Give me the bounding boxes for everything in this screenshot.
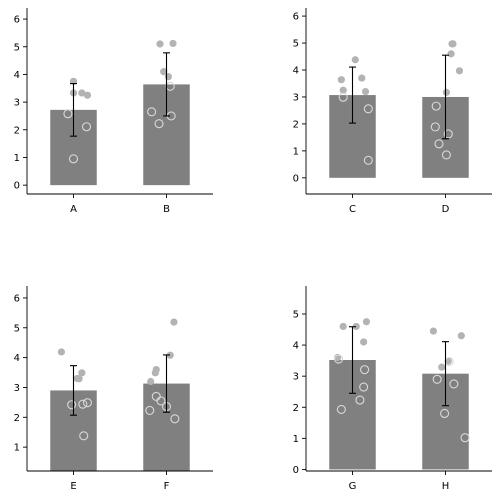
y-tick-label: 3 <box>293 92 299 103</box>
data-point <box>430 122 440 132</box>
data-point <box>63 109 73 119</box>
data-point <box>333 354 344 364</box>
y-tick-label: 6 <box>14 15 20 26</box>
x-tick-label: C <box>349 204 356 215</box>
data-point <box>83 91 92 99</box>
data-point <box>151 369 159 377</box>
data-point <box>363 155 373 165</box>
data-point <box>431 101 441 111</box>
data-point <box>166 351 174 359</box>
data-point <box>75 375 83 383</box>
data-point <box>363 104 373 114</box>
y-tick-label: 2 <box>14 125 20 136</box>
data-point <box>147 107 157 117</box>
data-point <box>443 129 453 139</box>
subplot-bottom-right: 0 1 2 3 4 5 G H <box>293 286 492 492</box>
data-point <box>351 56 359 64</box>
subplot-top-right: 0 1 2 3 4 5 6 C D <box>293 8 492 215</box>
subplot-top-left: 0 1 2 3 4 5 6 A B <box>14 8 213 215</box>
data-point <box>57 348 66 356</box>
y-tick-label: 4 <box>293 66 299 77</box>
data-point <box>352 322 360 331</box>
y-tick-label: 0 <box>14 181 20 192</box>
data-point <box>78 369 86 377</box>
data-point <box>339 322 347 331</box>
data-point <box>156 396 166 406</box>
data-point <box>78 89 86 97</box>
data-point <box>441 150 451 160</box>
data-point <box>455 67 464 75</box>
y-tick-label: 6 <box>293 12 299 23</box>
y-tick-label: 1 <box>293 434 299 445</box>
y-tick-label: 3 <box>14 98 20 109</box>
data-point <box>449 379 459 389</box>
x-tick-label: D <box>442 204 450 215</box>
y-tick-label: 4 <box>293 341 299 352</box>
data-point <box>438 363 446 371</box>
data-point <box>440 408 450 419</box>
data-point <box>164 73 172 81</box>
data-point <box>156 40 164 48</box>
data-point <box>337 76 345 84</box>
data-point <box>429 327 438 335</box>
data-point <box>67 400 77 410</box>
data-point <box>447 50 455 58</box>
data-point <box>360 365 370 375</box>
y-tick-label: 1 <box>14 443 20 454</box>
data-point <box>82 398 92 408</box>
data-point <box>358 74 366 82</box>
data-point <box>434 139 444 149</box>
x-tick-label: G <box>349 481 357 492</box>
y-tick-label: 4 <box>14 70 20 81</box>
y-tick-label: 2 <box>293 403 299 414</box>
data-point <box>154 119 164 129</box>
y-tick-label: 5 <box>14 42 20 53</box>
y-tick-label: 6 <box>14 293 20 304</box>
x-tick-label: H <box>442 481 450 492</box>
data-point <box>338 92 348 102</box>
data-point <box>432 374 442 384</box>
data-point <box>457 332 465 340</box>
y-tick-label: 5 <box>14 323 20 334</box>
y-tick-label: 1 <box>14 153 20 164</box>
data-point <box>147 377 155 386</box>
data-point <box>339 86 347 94</box>
data-point <box>360 338 368 346</box>
y-tick-label: 1 <box>293 146 299 157</box>
data-point <box>355 395 365 405</box>
data-point <box>81 122 92 132</box>
data-point <box>362 318 371 326</box>
y-tick-label: 0 <box>293 173 299 184</box>
y-tick-label: 5 <box>293 39 299 50</box>
subplot-bottom-left: 1 2 3 4 5 6 E F <box>14 286 213 492</box>
data-point <box>336 404 346 414</box>
data-point <box>78 399 88 409</box>
y-tick-label: 4 <box>14 353 20 364</box>
data-point <box>449 40 457 48</box>
x-tick-label: B <box>163 204 170 215</box>
data-point <box>359 382 369 392</box>
data-point <box>444 357 452 365</box>
data-point <box>442 88 451 96</box>
data-point <box>160 68 168 76</box>
x-tick-label: F <box>164 481 170 492</box>
y-tick-label: 3 <box>14 383 20 394</box>
data-point <box>170 414 180 424</box>
data-point <box>170 318 178 326</box>
y-tick-label: 2 <box>14 413 20 424</box>
data-point <box>169 39 177 48</box>
x-tick-label: E <box>70 481 76 492</box>
y-tick-label: 0 <box>293 465 299 476</box>
data-point <box>79 431 89 441</box>
data-point <box>361 87 370 96</box>
y-tick-label: 2 <box>293 119 299 130</box>
data-point <box>460 433 470 443</box>
y-tick-label: 5 <box>293 309 299 320</box>
data-point <box>68 154 79 164</box>
data-point <box>145 405 155 415</box>
y-tick-label: 3 <box>293 372 299 383</box>
x-tick-label: A <box>70 204 77 215</box>
